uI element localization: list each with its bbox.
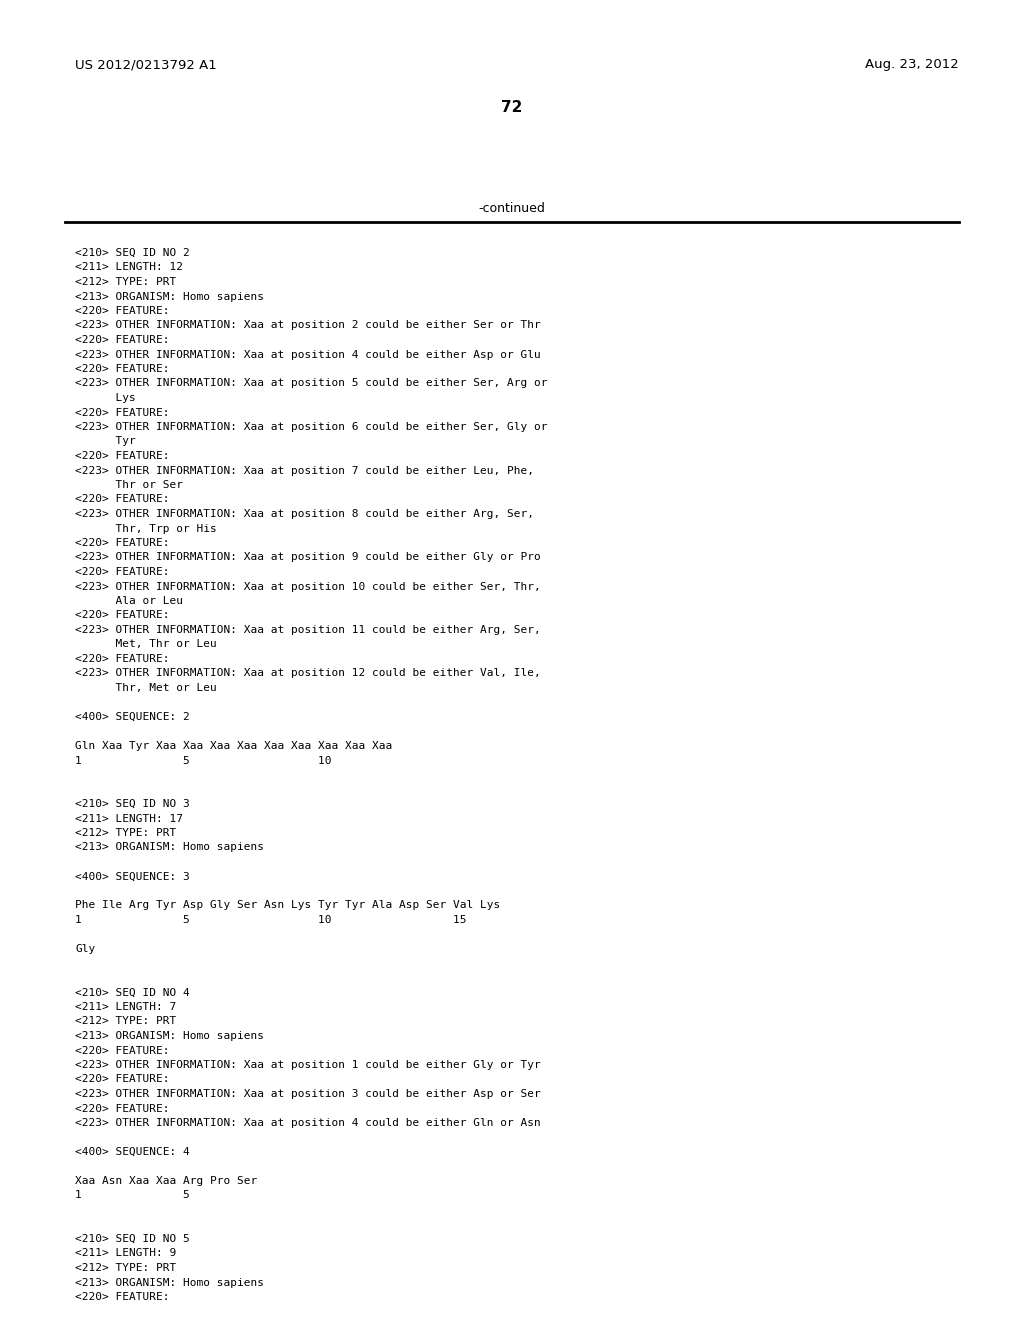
Text: <223> OTHER INFORMATION: Xaa at position 9 could be either Gly or Pro: <223> OTHER INFORMATION: Xaa at position… <box>75 553 541 562</box>
Text: <223> OTHER INFORMATION: Xaa at position 12 could be either Val, Ile,: <223> OTHER INFORMATION: Xaa at position… <box>75 668 541 678</box>
Text: <220> FEATURE:: <220> FEATURE: <box>75 364 170 374</box>
Text: <220> FEATURE:: <220> FEATURE: <box>75 1104 170 1114</box>
Text: <223> OTHER INFORMATION: Xaa at position 2 could be either Ser or Thr: <223> OTHER INFORMATION: Xaa at position… <box>75 321 541 330</box>
Text: <223> OTHER INFORMATION: Xaa at position 1 could be either Gly or Tyr: <223> OTHER INFORMATION: Xaa at position… <box>75 1060 541 1071</box>
Text: <220> FEATURE:: <220> FEATURE: <box>75 495 170 504</box>
Text: <220> FEATURE:: <220> FEATURE: <box>75 1074 170 1085</box>
Text: <211> LENGTH: 12: <211> LENGTH: 12 <box>75 263 183 272</box>
Text: <220> FEATURE:: <220> FEATURE: <box>75 1292 170 1302</box>
Text: <212> TYPE: PRT: <212> TYPE: PRT <box>75 1016 176 1027</box>
Text: <213> ORGANISM: Homo sapiens: <213> ORGANISM: Homo sapiens <box>75 1278 264 1287</box>
Text: <220> FEATURE:: <220> FEATURE: <box>75 306 170 315</box>
Text: <220> FEATURE:: <220> FEATURE: <box>75 610 170 620</box>
Text: <220> FEATURE:: <220> FEATURE: <box>75 539 170 548</box>
Text: Phe Ile Arg Tyr Asp Gly Ser Asn Lys Tyr Tyr Ala Asp Ser Val Lys: Phe Ile Arg Tyr Asp Gly Ser Asn Lys Tyr … <box>75 900 501 911</box>
Text: Lys: Lys <box>75 393 136 403</box>
Text: <220> FEATURE:: <220> FEATURE: <box>75 335 170 345</box>
Text: Thr, Met or Leu: Thr, Met or Leu <box>75 682 217 693</box>
Text: <223> OTHER INFORMATION: Xaa at position 8 could be either Arg, Ser,: <223> OTHER INFORMATION: Xaa at position… <box>75 510 534 519</box>
Text: <223> OTHER INFORMATION: Xaa at position 7 could be either Leu, Phe,: <223> OTHER INFORMATION: Xaa at position… <box>75 466 534 475</box>
Text: <223> OTHER INFORMATION: Xaa at position 4 could be either Gln or Asn: <223> OTHER INFORMATION: Xaa at position… <box>75 1118 541 1129</box>
Text: <223> OTHER INFORMATION: Xaa at position 6 could be either Ser, Gly or: <223> OTHER INFORMATION: Xaa at position… <box>75 422 548 432</box>
Text: <213> ORGANISM: Homo sapiens: <213> ORGANISM: Homo sapiens <box>75 842 264 853</box>
Text: <212> TYPE: PRT: <212> TYPE: PRT <box>75 277 176 286</box>
Text: <220> FEATURE:: <220> FEATURE: <box>75 451 170 461</box>
Text: <210> SEQ ID NO 4: <210> SEQ ID NO 4 <box>75 987 189 998</box>
Text: <211> LENGTH: 17: <211> LENGTH: 17 <box>75 813 183 824</box>
Text: US 2012/0213792 A1: US 2012/0213792 A1 <box>75 58 217 71</box>
Text: <210> SEQ ID NO 5: <210> SEQ ID NO 5 <box>75 1234 189 1243</box>
Text: <210> SEQ ID NO 3: <210> SEQ ID NO 3 <box>75 799 189 809</box>
Text: <220> FEATURE:: <220> FEATURE: <box>75 568 170 577</box>
Text: Ala or Leu: Ala or Leu <box>75 597 183 606</box>
Text: Thr, Trp or His: Thr, Trp or His <box>75 524 217 533</box>
Text: 1               5                   10                  15: 1 5 10 15 <box>75 915 467 925</box>
Text: <213> ORGANISM: Homo sapiens: <213> ORGANISM: Homo sapiens <box>75 1031 264 1041</box>
Text: <223> OTHER INFORMATION: Xaa at position 10 could be either Ser, Thr,: <223> OTHER INFORMATION: Xaa at position… <box>75 582 541 591</box>
Text: <223> OTHER INFORMATION: Xaa at position 5 could be either Ser, Arg or: <223> OTHER INFORMATION: Xaa at position… <box>75 379 548 388</box>
Text: <400> SEQUENCE: 3: <400> SEQUENCE: 3 <box>75 871 189 882</box>
Text: <210> SEQ ID NO 2: <210> SEQ ID NO 2 <box>75 248 189 257</box>
Text: <223> OTHER INFORMATION: Xaa at position 4 could be either Asp or Glu: <223> OTHER INFORMATION: Xaa at position… <box>75 350 541 359</box>
Text: Gly: Gly <box>75 944 95 954</box>
Text: Aug. 23, 2012: Aug. 23, 2012 <box>865 58 959 71</box>
Text: <220> FEATURE:: <220> FEATURE: <box>75 408 170 417</box>
Text: <212> TYPE: PRT: <212> TYPE: PRT <box>75 828 176 838</box>
Text: <400> SEQUENCE: 2: <400> SEQUENCE: 2 <box>75 711 189 722</box>
Text: <211> LENGTH: 9: <211> LENGTH: 9 <box>75 1249 176 1258</box>
Text: Met, Thr or Leu: Met, Thr or Leu <box>75 639 217 649</box>
Text: Xaa Asn Xaa Xaa Arg Pro Ser: Xaa Asn Xaa Xaa Arg Pro Ser <box>75 1176 257 1185</box>
Text: <213> ORGANISM: Homo sapiens: <213> ORGANISM: Homo sapiens <box>75 292 264 301</box>
Text: <220> FEATURE:: <220> FEATURE: <box>75 1045 170 1056</box>
Text: Tyr: Tyr <box>75 437 136 446</box>
Text: 1               5: 1 5 <box>75 1191 189 1200</box>
Text: <211> LENGTH: 7: <211> LENGTH: 7 <box>75 1002 176 1012</box>
Text: <212> TYPE: PRT: <212> TYPE: PRT <box>75 1263 176 1272</box>
Text: -continued: -continued <box>478 202 546 215</box>
Text: <223> OTHER INFORMATION: Xaa at position 3 could be either Asp or Ser: <223> OTHER INFORMATION: Xaa at position… <box>75 1089 541 1100</box>
Text: Thr or Ser: Thr or Ser <box>75 480 183 490</box>
Text: <223> OTHER INFORMATION: Xaa at position 11 could be either Arg, Ser,: <223> OTHER INFORMATION: Xaa at position… <box>75 624 541 635</box>
Text: <400> SEQUENCE: 4: <400> SEQUENCE: 4 <box>75 1147 189 1158</box>
Text: 72: 72 <box>502 100 522 115</box>
Text: 1               5                   10: 1 5 10 <box>75 755 332 766</box>
Text: Gln Xaa Tyr Xaa Xaa Xaa Xaa Xaa Xaa Xaa Xaa Xaa: Gln Xaa Tyr Xaa Xaa Xaa Xaa Xaa Xaa Xaa … <box>75 741 392 751</box>
Text: <220> FEATURE:: <220> FEATURE: <box>75 653 170 664</box>
